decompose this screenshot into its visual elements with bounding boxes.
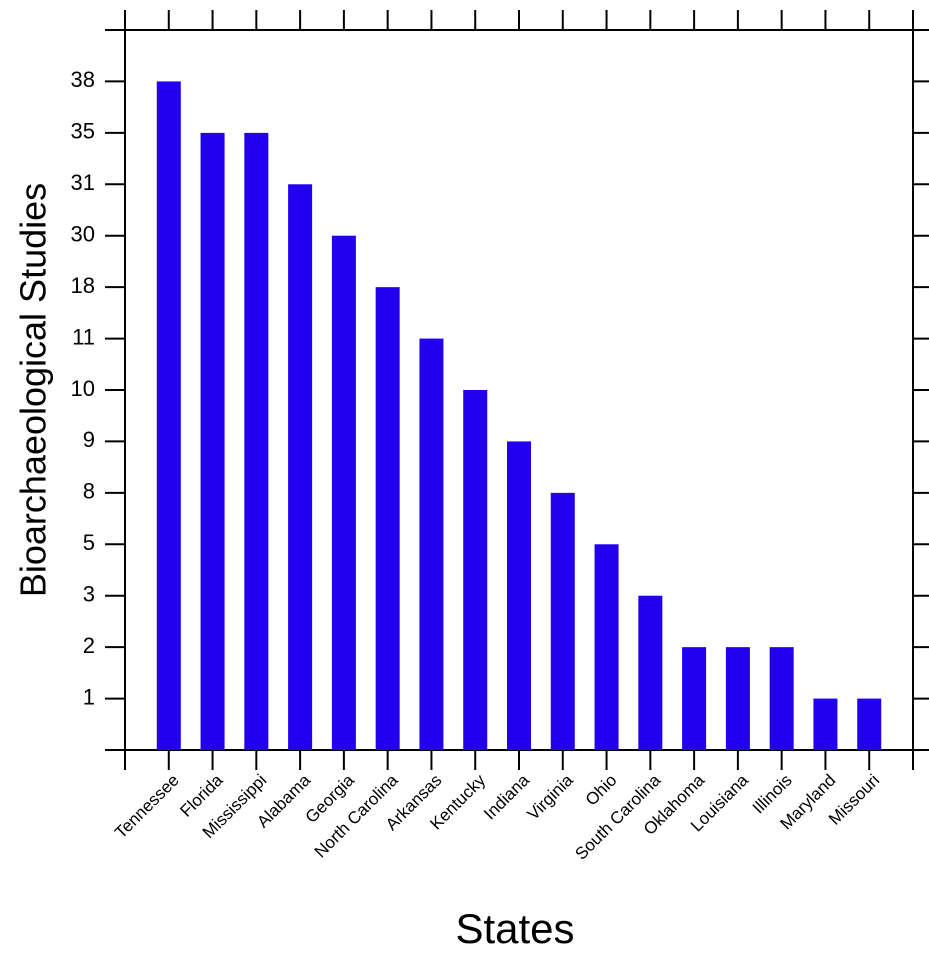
y-tick-label: 18	[71, 273, 95, 298]
y-tick-label: 31	[71, 170, 95, 195]
bar	[725, 647, 750, 750]
y-tick-label: 38	[71, 67, 95, 92]
y-tick-label: 8	[83, 479, 95, 504]
x-tick-label: Tennessee	[111, 771, 183, 843]
y-tick-label: 1	[83, 684, 95, 709]
y-tick-label: 9	[83, 427, 95, 452]
y-tick-label: 5	[83, 530, 95, 555]
bar	[463, 390, 488, 750]
bar	[638, 595, 663, 750]
y-tick-label: 35	[71, 119, 95, 144]
y-tick-label: 11	[72, 324, 95, 349]
x-tick-label: Indiana	[480, 770, 533, 823]
bar	[200, 132, 225, 750]
bar	[813, 698, 838, 750]
y-tick-label: 3	[83, 582, 95, 607]
bar	[594, 544, 619, 750]
x-tick-label: Virginia	[523, 770, 577, 824]
bar	[375, 287, 400, 750]
bar	[507, 441, 531, 750]
bar	[331, 235, 356, 750]
bar	[288, 184, 313, 751]
y-tick-label: 10	[71, 376, 95, 401]
x-axis-title: States	[455, 905, 574, 952]
bar	[156, 81, 181, 750]
bar	[682, 647, 707, 750]
y-tick-label: 30	[71, 222, 95, 247]
bar	[419, 338, 444, 750]
bar	[769, 647, 794, 750]
y-tick-label: 2	[83, 633, 95, 658]
bar	[244, 132, 269, 750]
bar	[550, 492, 575, 750]
x-tick-label: Ohio	[582, 771, 621, 810]
bar	[857, 698, 882, 750]
y-axis-title: Bioarchaeological Studies	[13, 183, 54, 597]
